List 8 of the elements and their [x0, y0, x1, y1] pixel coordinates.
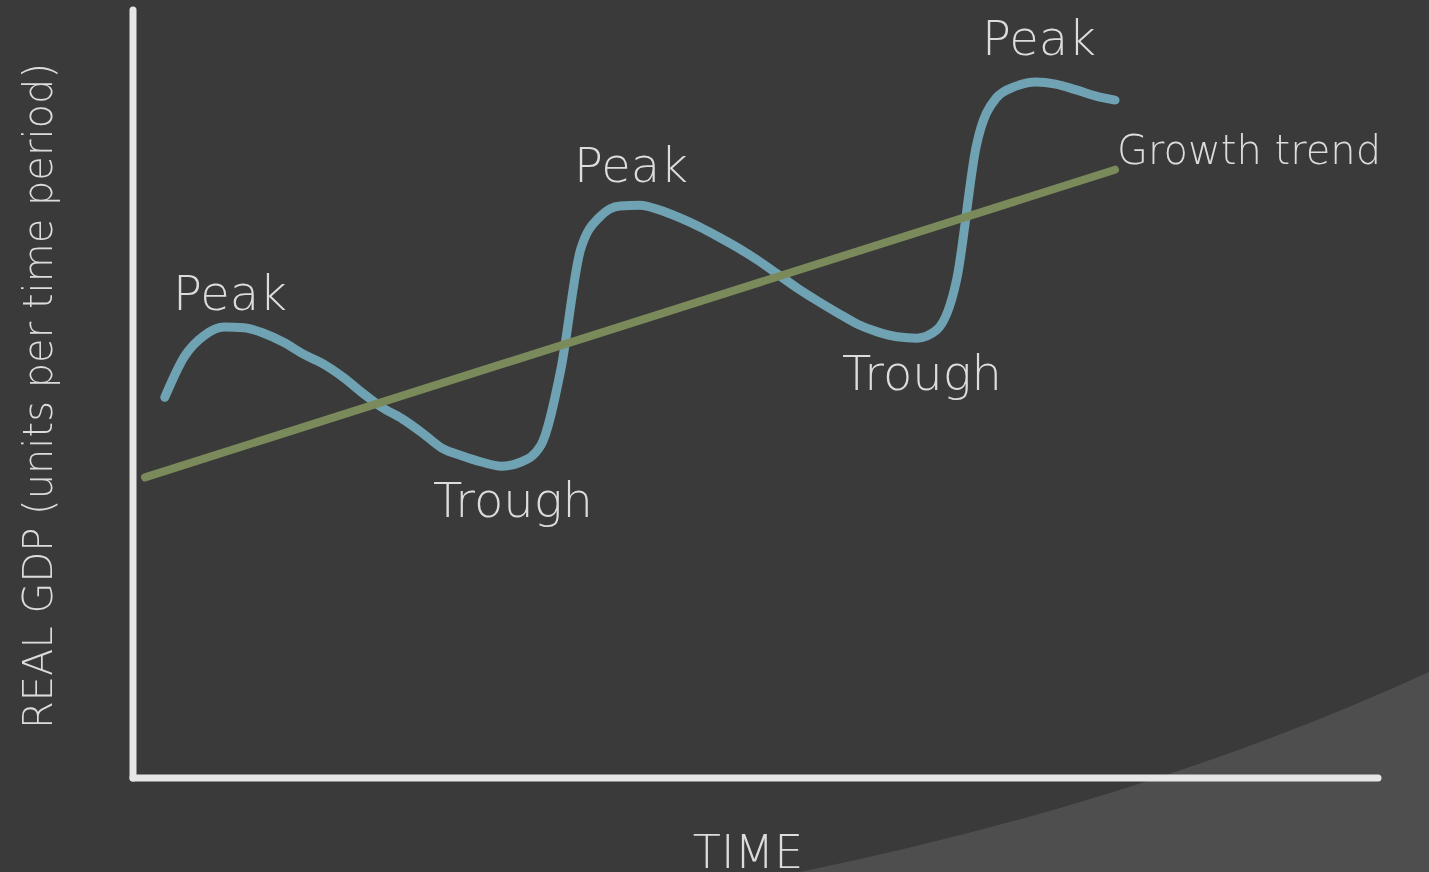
- annotation: Trough: [842, 345, 1002, 401]
- annotation: Peak: [173, 265, 287, 321]
- y-axis-title: REAL GDP (units per time period): [15, 63, 61, 729]
- text: Peak: [982, 10, 1096, 66]
- annotation: Trough: [433, 472, 593, 528]
- series-label: Growth trend: [1117, 126, 1382, 173]
- annotation: Peak: [574, 137, 688, 193]
- x-axis-title: TIME: [692, 825, 804, 872]
